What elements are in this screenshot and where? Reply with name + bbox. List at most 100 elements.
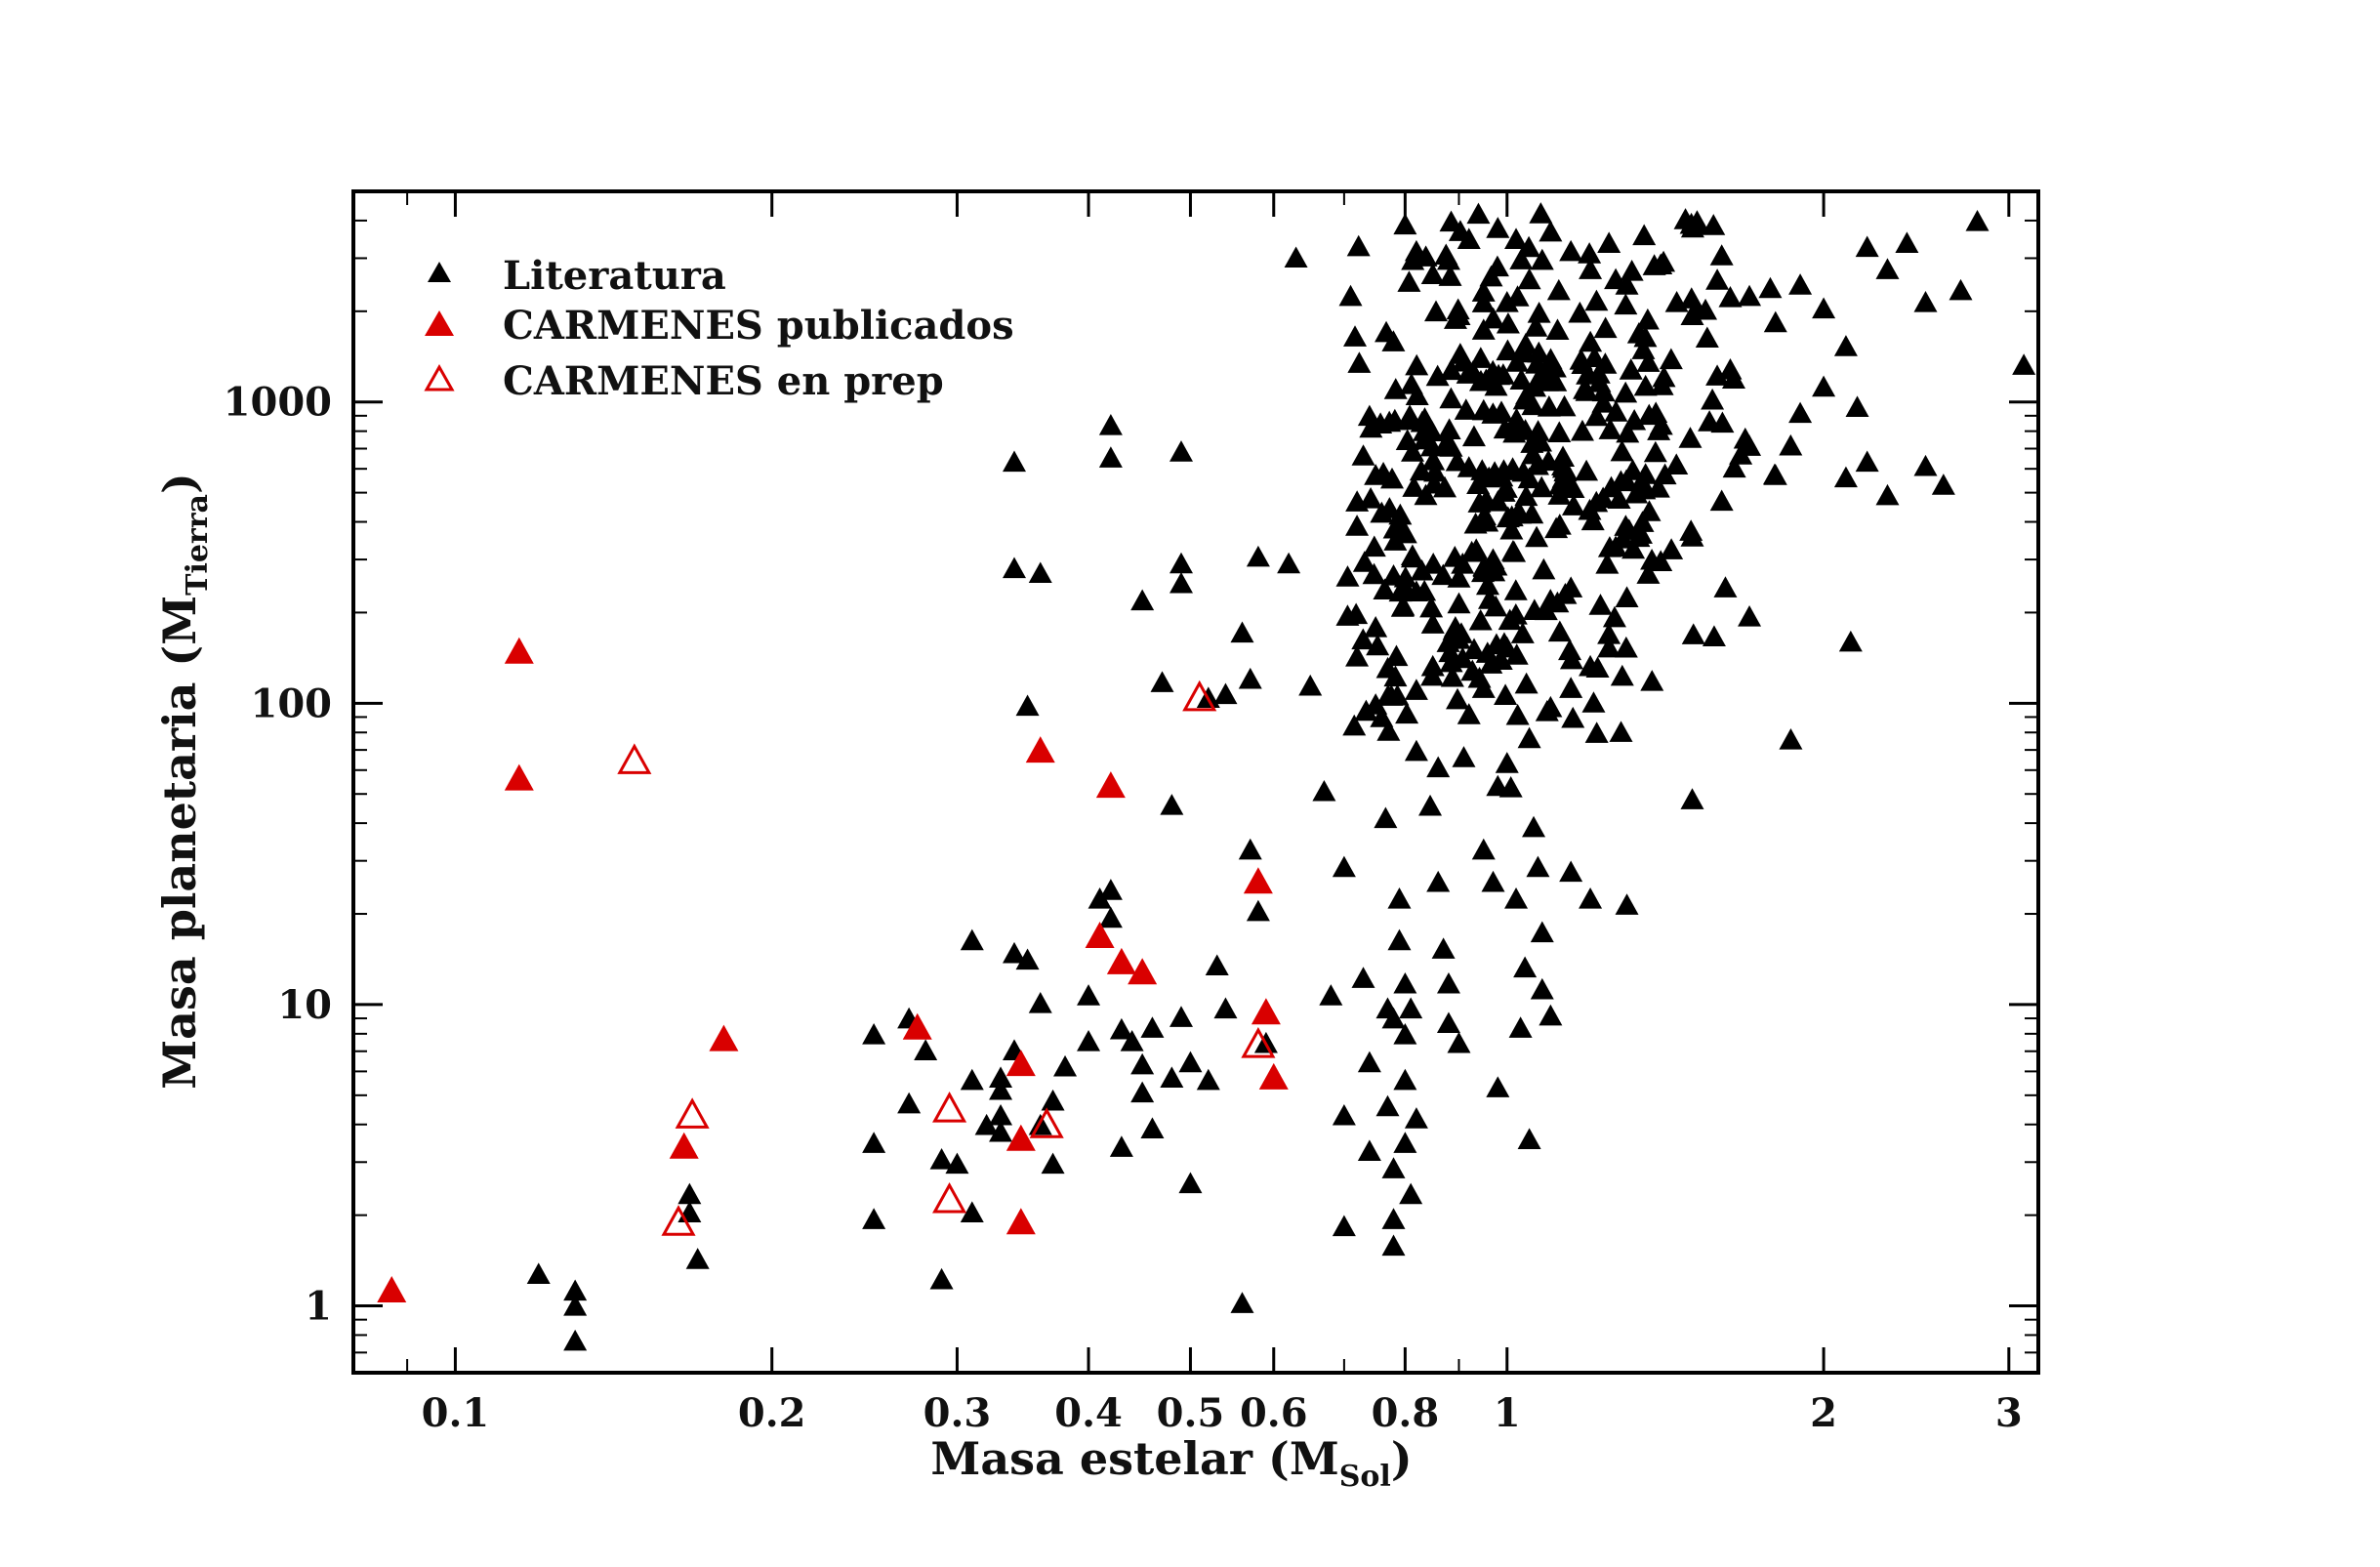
literatura-point (1561, 476, 1585, 498)
literatura-point (1614, 381, 1638, 403)
literatura-point (1443, 616, 1467, 638)
literatura-point (1393, 1022, 1417, 1045)
carmenes-en-prep-point (617, 743, 652, 774)
literatura-point (1812, 375, 1836, 397)
literatura-point (1431, 563, 1456, 586)
literatura-point (1496, 311, 1520, 334)
literatura-point (1213, 682, 1238, 705)
literatura-point (960, 928, 984, 951)
literatura-point (685, 1248, 710, 1269)
literatura-point (1436, 1011, 1460, 1034)
carmenes-en-prep-point (1182, 680, 1217, 712)
literatura-point (1098, 446, 1123, 468)
literatura-point (1426, 756, 1451, 778)
literatura-point (1494, 683, 1518, 706)
legend-item-carmenes-en-prep: CARMENES en prep (424, 358, 944, 404)
literatura-point (989, 1103, 1013, 1126)
literatura-point (1509, 248, 1534, 269)
literatura-point (1779, 433, 1803, 456)
literatura-point (1514, 672, 1539, 694)
literatura-point (1702, 625, 1726, 647)
literatura-point (1467, 491, 1492, 513)
carmenes-publicados-point (1005, 1208, 1036, 1235)
literatura-point (1779, 728, 1803, 750)
literatura-point (1423, 460, 1448, 482)
literatura-point (1513, 332, 1538, 354)
literatura-point (1812, 297, 1836, 319)
literatura-point (1510, 622, 1535, 643)
literatura-point (1513, 956, 1538, 978)
literatura-point (1659, 348, 1683, 370)
literatura-point (1788, 273, 1813, 295)
literatura-point (1614, 636, 1638, 658)
literatura-point (1393, 1068, 1417, 1091)
literatura-point (1539, 348, 1563, 370)
literatura-point (1763, 310, 1787, 333)
literatura-point (1607, 487, 1631, 510)
literatura-point (1498, 608, 1522, 631)
literatura-point (1615, 893, 1639, 915)
literatura-point (1319, 984, 1343, 1006)
literatura-point (1381, 1157, 1406, 1178)
literatura-point (1534, 598, 1558, 621)
literatura-point (1705, 364, 1730, 386)
literatura-point (1467, 666, 1492, 688)
literatura-point (1530, 977, 1554, 1000)
literatura-point (1357, 1051, 1381, 1073)
literatura-point (1457, 703, 1481, 724)
literatura-point (1391, 595, 1416, 616)
literatura-point (1529, 202, 1553, 224)
literatura-point (1610, 664, 1634, 686)
literatura-point (1028, 561, 1052, 584)
literatura-point (1630, 511, 1655, 532)
literatura-point (1385, 683, 1410, 706)
literatura-point (1679, 519, 1703, 541)
literatura-point (1015, 694, 1040, 717)
literatura-point (1525, 525, 1549, 548)
literatura-point (1424, 300, 1449, 322)
literatura-point (1393, 213, 1417, 235)
literatura-point (1457, 456, 1481, 477)
literatura-point (1421, 449, 1446, 471)
y-tick-label: 1 (305, 1284, 332, 1330)
literatura-point (1277, 552, 1301, 574)
literatura-point (1505, 703, 1530, 725)
literatura-point (1169, 1006, 1193, 1027)
literatura-point (1397, 270, 1421, 292)
literatura-point (563, 1329, 588, 1351)
literatura-point (1626, 322, 1651, 344)
literatura-point (1130, 1081, 1155, 1103)
literatura-point (1713, 576, 1738, 598)
literatura-point (1495, 752, 1519, 773)
literatura-point (1597, 636, 1621, 658)
literatura-point (1520, 432, 1544, 453)
literatura-point (1597, 536, 1621, 557)
literatura-point (1517, 1128, 1541, 1149)
literatura-point (1438, 640, 1462, 663)
literatura-point (1537, 449, 1561, 472)
literatura-point (1332, 1103, 1356, 1126)
literatura-point (1517, 235, 1541, 258)
literatura-point (1433, 475, 1457, 498)
literatura-point (1413, 407, 1437, 429)
literatura-point (1414, 245, 1438, 267)
literatura-point (914, 1039, 938, 1061)
legend-label-carmenes-en-prep: CARMENES en prep (503, 358, 944, 404)
literatura-point (1602, 605, 1626, 628)
literatura-point (1404, 1107, 1428, 1129)
literatura-point (1895, 231, 1919, 254)
literatura-point (1537, 395, 1561, 417)
literatura-point (1561, 706, 1585, 728)
carmenes-publicados-point (709, 1024, 739, 1052)
literatura-point (1547, 421, 1572, 442)
literatura-point (1619, 358, 1643, 380)
literatura-point (1628, 522, 1653, 544)
literatura-point (1579, 258, 1603, 279)
literatura-point (1359, 487, 1383, 509)
literatura-point (989, 1066, 1013, 1088)
literatura-point (1437, 418, 1461, 440)
literatura-point (1598, 418, 1622, 439)
literatura-point (1395, 429, 1419, 451)
literatura-point (1402, 475, 1426, 497)
literatura-point (1758, 276, 1783, 299)
